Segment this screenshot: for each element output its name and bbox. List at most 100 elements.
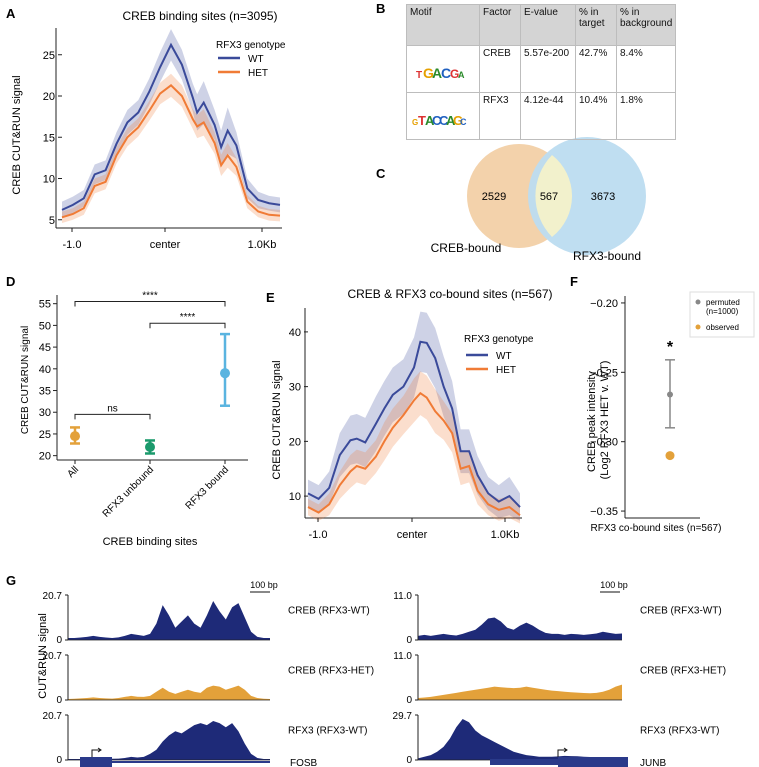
line-het <box>307 391 521 517</box>
xtick-label: RFX3 bound <box>184 464 231 511</box>
chart-e-xtick-left: -1.0 <box>309 529 328 541</box>
significance-bracket <box>149 322 226 329</box>
legend-a-wt: WT <box>248 54 264 65</box>
ytick-label: 20 <box>43 91 55 103</box>
legend-e-wt: WT <box>496 351 512 362</box>
panel-label-g: G <box>6 573 16 588</box>
scalebar-left-label: 100 bp <box>250 580 278 590</box>
ytick-label: 25 <box>43 50 55 62</box>
track-label: RFX3 (RFX3-WT) <box>640 726 719 737</box>
legend-e-title: RFX3 genotype <box>464 334 534 345</box>
ytick-label: −0.35 <box>590 506 618 518</box>
ytick-label: 10 <box>43 174 55 186</box>
scalebar-right-label: 100 bp <box>600 580 628 590</box>
gene-label-junb: JUNB <box>640 758 666 767</box>
track-label: CREB (RFX3-HET) <box>640 666 726 677</box>
motif-factor-rfx3: RFX3 <box>479 92 521 140</box>
chart-e-xtick-right: 1.0Kb <box>491 529 520 541</box>
panel-label-d: D <box>6 274 15 289</box>
significance-label: **** <box>180 312 196 323</box>
ytick-label: 25 <box>39 429 51 441</box>
chart-a-xtick-center: center <box>150 239 181 251</box>
ytick-label: 45 <box>39 342 51 354</box>
svg-text:C: C <box>441 65 451 81</box>
chart-f-ylabel-line1: CREB peak intensity <box>586 371 598 472</box>
track-zero-label: 0 <box>56 635 62 646</box>
motif-logo-cell: G T A C C A G C <box>406 92 480 140</box>
ytick-label: 40 <box>39 364 51 376</box>
dot-chart-f: CREB peak intensity (Log2 RFX3 HET v. WT… <box>586 291 755 534</box>
profile-chart-creb: CREB binding sites (n=3095) CREB CUT&RUN… <box>11 9 286 251</box>
legend-a-title: RFX3 genotype <box>216 40 286 51</box>
track-area <box>418 684 622 700</box>
line-het <box>61 83 281 219</box>
chart-f-legend-observed-marker <box>695 324 701 330</box>
svg-text:G: G <box>453 113 463 128</box>
track-label: CREB (RFX3-HET) <box>288 666 374 677</box>
chart-d-ylabel: CREB CUT&RUN signal <box>20 326 31 434</box>
ytick-label: 50 <box>39 320 51 332</box>
chart-f-ylabel-line2: (Log2 RFX3 HET v. WT) <box>599 361 611 480</box>
svg-text:A: A <box>432 65 442 81</box>
observed-point <box>665 451 675 461</box>
ytick-label: −0.20 <box>590 298 618 310</box>
gene-model-fosb: FOSB <box>80 747 318 767</box>
data-point <box>70 431 80 442</box>
chart-e-ylabel: CREB CUT&RUN signal <box>271 360 283 479</box>
track-area <box>68 721 270 760</box>
svg-text:G: G <box>423 65 434 81</box>
chart-f-legend-permuted-line1: permuted <box>706 298 740 307</box>
svg-text:G: G <box>450 67 459 81</box>
track-label: CREB (RFX3-WT) <box>640 606 722 617</box>
track-max-label: 20.7 <box>43 651 63 662</box>
svg-text:A: A <box>425 113 435 128</box>
svg-text:C: C <box>432 113 442 128</box>
motif-header-factor: Factor <box>479 4 521 46</box>
profile-chart-cobound: CREB & RFX3 co-bound sites (n=567) CREB … <box>271 287 553 541</box>
chart-f-legend-box <box>689 291 755 338</box>
track-area <box>68 685 270 700</box>
line-wt <box>307 340 521 508</box>
track-area <box>68 601 270 640</box>
motif-row: T G A C G A CREB 5.57e-200 42.7% 8.4% <box>406 45 677 93</box>
panel-label-e: E <box>266 290 275 305</box>
motif-evalue-creb: 5.57e-200 <box>520 45 576 93</box>
venn-overlap <box>535 155 573 237</box>
significance-bracket <box>74 301 226 307</box>
track-area <box>418 719 622 760</box>
band-wt <box>308 311 520 521</box>
motif-target-rfx3: 10.4% <box>575 92 617 140</box>
ytick-label: 55 <box>39 299 51 311</box>
ytick-label: 5 <box>49 215 55 227</box>
motif-row: G T A C C A G C RFX3 4.12e-44 10.4% 1.8% <box>406 92 677 140</box>
svg-text:T: T <box>418 113 426 128</box>
track-max-label: 11.0 <box>393 591 412 602</box>
venn-left-label: CREB-bound <box>431 241 502 255</box>
track-zero-label: 0 <box>56 755 62 766</box>
motif-header-target: % in target <box>575 4 617 46</box>
svg-text:C: C <box>439 113 449 128</box>
permuted-point <box>667 391 673 398</box>
venn-right-count: 3673 <box>591 191 615 203</box>
significance-label: **** <box>142 291 158 302</box>
svg-text:T: T <box>416 70 422 81</box>
motif-header-evalue: E-value <box>520 4 576 46</box>
track-max-label: 20.7 <box>43 591 63 602</box>
chart-a-xtick-right: 1.0Kb <box>248 239 277 251</box>
data-point <box>220 368 230 379</box>
track-area <box>418 617 622 640</box>
track-max-label: 11.0 <box>393 651 412 662</box>
chart-g-ylabel: CUT&RUN signal <box>37 613 49 699</box>
gene-label-fosb: FOSB <box>290 758 318 767</box>
ytick-label: 30 <box>289 382 301 394</box>
track-max-label: 29.7 <box>393 711 413 722</box>
ytick-label: 35 <box>39 386 51 398</box>
chart-e-xtick-center: center <box>397 529 428 541</box>
motif-logo-cell: T G A C G A <box>406 45 480 93</box>
motif-background-rfx3: 1.8% <box>615 92 677 140</box>
ytick-label: 40 <box>289 327 301 339</box>
chart-f-legend-permuted-marker <box>695 299 701 305</box>
ytick-label: 15 <box>43 132 55 144</box>
panel-label-c: C <box>376 166 386 181</box>
gene-model-junb: JUNB <box>490 747 666 767</box>
